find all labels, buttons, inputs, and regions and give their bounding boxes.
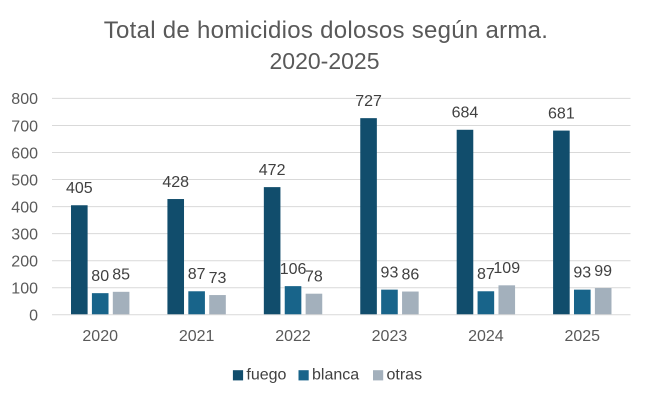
svg-text:0: 0: [29, 308, 38, 325]
svg-text:73: 73: [209, 270, 227, 287]
svg-text:blanca: blanca: [312, 367, 359, 384]
svg-text:400: 400: [11, 199, 38, 216]
svg-text:800: 800: [11, 91, 38, 108]
svg-text:2020-2025: 2020-2025: [270, 48, 380, 74]
svg-text:300: 300: [11, 226, 38, 243]
svg-text:600: 600: [11, 145, 38, 162]
svg-text:200: 200: [11, 254, 38, 271]
svg-text:78: 78: [305, 269, 323, 286]
svg-text:727: 727: [355, 93, 382, 110]
svg-text:100: 100: [11, 281, 38, 298]
svg-text:428: 428: [162, 174, 189, 191]
svg-text:472: 472: [259, 162, 286, 179]
svg-text:85: 85: [112, 267, 130, 284]
svg-text:2020: 2020: [82, 328, 118, 345]
svg-text:700: 700: [11, 118, 38, 135]
svg-text:405: 405: [66, 180, 93, 197]
svg-text:otras: otras: [387, 367, 423, 384]
svg-text:681: 681: [548, 105, 575, 122]
svg-text:80: 80: [91, 268, 109, 285]
svg-text:109: 109: [493, 260, 520, 277]
svg-text:86: 86: [401, 266, 419, 283]
svg-text:500: 500: [11, 172, 38, 189]
svg-text:106: 106: [280, 261, 307, 278]
svg-text:2023: 2023: [372, 328, 408, 345]
svg-text:87: 87: [477, 266, 495, 283]
svg-text:99: 99: [594, 263, 612, 280]
svg-text:684: 684: [452, 105, 479, 122]
svg-text:2025: 2025: [564, 328, 600, 345]
svg-text:2022: 2022: [275, 328, 311, 345]
svg-text:Total de homicidios dolosos se: Total de homicidios dolosos según arma.: [104, 17, 549, 44]
svg-text:93: 93: [381, 264, 399, 281]
svg-text:87: 87: [188, 266, 206, 283]
svg-text:2021: 2021: [179, 328, 215, 345]
svg-text:fuego: fuego: [246, 367, 286, 384]
svg-text:2024: 2024: [468, 328, 504, 345]
svg-text:93: 93: [573, 264, 591, 281]
